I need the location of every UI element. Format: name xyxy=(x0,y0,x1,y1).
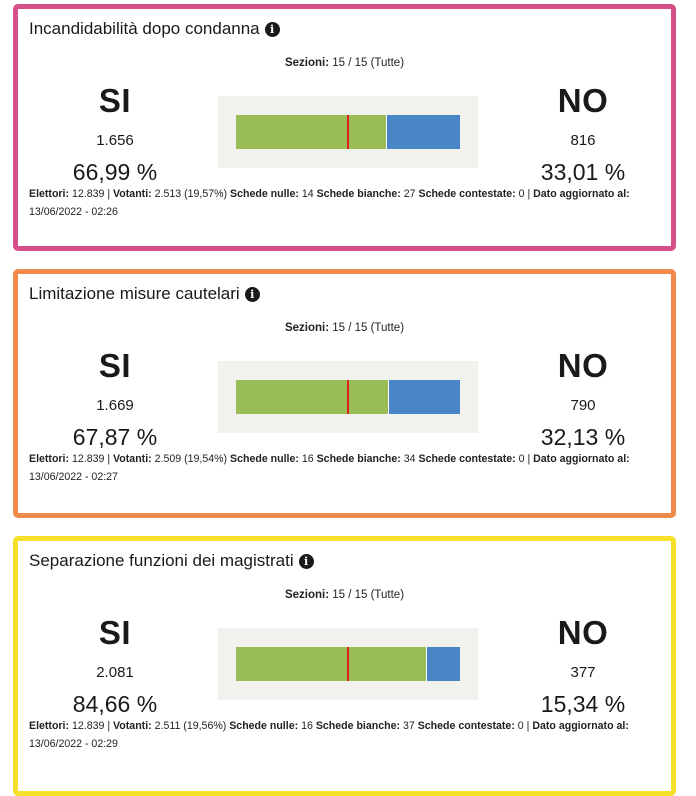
schede-contestate-value: 0 xyxy=(518,453,525,465)
votanti-value: 2.513 (19,57%) xyxy=(154,188,228,200)
majority-midline xyxy=(347,115,349,149)
si-percentage: 84,66 % xyxy=(72,691,158,717)
no-label: NO xyxy=(557,347,609,384)
si-percentage: 67,87 % xyxy=(72,424,158,450)
referendum-card-incandidabilita: Incandidabilità dopo condanna i Sezioni:… xyxy=(13,4,676,251)
votanti-value: 2.509 (19,54%) xyxy=(154,453,228,465)
dato-aggiornato-label: Dato aggiornato al: xyxy=(532,720,629,732)
card-title-text: Incandidabilità dopo condanna xyxy=(29,19,260,38)
sezioni-label: Sezioni: xyxy=(284,589,330,601)
info-icon[interactable]: i xyxy=(264,21,280,37)
result-bar-panel xyxy=(218,628,478,700)
si-result: SI 1.669 67,87 % xyxy=(40,347,190,451)
sezioni-info: Sezioni: 15 / 15 (Tutte) xyxy=(18,589,671,601)
si-bar-segment xyxy=(236,380,389,414)
vote-statistics: Elettori: 12.839 | Votanti: 2.513 (19,57… xyxy=(29,188,630,218)
sezioni-info: Sezioni: 15 / 15 (Tutte) xyxy=(18,322,671,334)
info-icon[interactable]: i xyxy=(298,553,314,569)
card-title-text: Limitazione misure cautelari xyxy=(29,284,240,303)
card-title-text: Separazione funzioni dei magistrati xyxy=(29,551,294,570)
no-percentage: 32,13 % xyxy=(540,424,626,450)
sezioni-label: Sezioni: xyxy=(284,57,330,69)
sezioni-value: 15 / 15 (Tutte) xyxy=(332,589,405,601)
votanti-value: 2.511 (19,56%) xyxy=(154,720,227,732)
si-percentage: 66,99 % xyxy=(72,159,158,185)
schede-bianche-label: Schede bianche: xyxy=(315,720,400,732)
si-result: SI 1.656 66,99 % xyxy=(40,82,190,186)
elettori-value: 12.839 xyxy=(71,453,105,465)
schede-bianche-value: 34 xyxy=(403,453,416,465)
result-bar xyxy=(236,380,460,414)
dato-aggiornato-value: 13/06/2022 - 02:27 xyxy=(29,471,118,483)
no-label: NO xyxy=(557,82,609,119)
no-count: 816 xyxy=(570,132,596,149)
result-bar xyxy=(236,115,460,149)
sezioni-label: Sezioni: xyxy=(284,322,330,334)
vote-statistics: Elettori: 12.839 | Votanti: 2.511 (19,56… xyxy=(29,720,629,750)
no-bar-segment xyxy=(425,647,460,681)
no-label: NO xyxy=(557,614,609,651)
schede-nulle-value: 14 xyxy=(301,188,314,200)
dato-aggiornato-label: Dato aggiornato al: xyxy=(533,188,630,200)
card-title: Separazione funzioni dei magistrati i xyxy=(29,551,314,571)
schede-contestate-value: 0 xyxy=(517,720,524,732)
si-bar-segment xyxy=(236,115,387,149)
si-label: SI xyxy=(98,82,132,119)
schede-nulle-value: 16 xyxy=(301,720,313,732)
schede-contestate-label: Schede contestate: xyxy=(418,453,516,465)
schede-nulle-label: Schede nulle: xyxy=(229,720,299,732)
elettori-label: Elettori: xyxy=(29,453,70,465)
elettori-value: 12.839 xyxy=(71,188,105,200)
votanti-label: Votanti: xyxy=(113,453,152,465)
si-count: 1.656 xyxy=(96,132,134,149)
schede-contestate-label: Schede contestate: xyxy=(418,188,516,200)
schede-nulle-value: 16 xyxy=(301,453,314,465)
schede-contestate-value: 0 xyxy=(518,188,525,200)
votanti-label: Votanti: xyxy=(113,188,152,200)
no-count: 790 xyxy=(570,397,596,414)
referendum-card-misure-cautelari: Limitazione misure cautelari i Sezioni: … xyxy=(13,269,676,518)
sezioni-value: 15 / 15 (Tutte) xyxy=(332,322,405,334)
no-count: 377 xyxy=(570,664,596,681)
no-result: NO 816 33,01 % xyxy=(508,82,658,186)
info-icon[interactable]: i xyxy=(244,286,260,302)
card-title: Incandidabilità dopo condanna i xyxy=(29,19,280,39)
no-percentage: 33,01 % xyxy=(540,159,626,185)
si-label: SI xyxy=(98,347,132,384)
dato-aggiornato-label: Dato aggiornato al: xyxy=(533,453,630,465)
no-bar-segment xyxy=(386,115,460,149)
schede-bianche-label: Schede bianche: xyxy=(316,188,401,200)
elettori-label: Elettori: xyxy=(29,720,70,732)
majority-midline xyxy=(347,647,349,681)
si-result: SI 2.081 84,66 % xyxy=(40,614,190,718)
schede-bianche-value: 27 xyxy=(403,188,416,200)
no-percentage: 15,34 % xyxy=(540,691,626,717)
result-bar-panel xyxy=(218,361,478,433)
schede-contestate-label: Schede contestate: xyxy=(417,720,515,732)
referendum-card-separazione-funzioni: Separazione funzioni dei magistrati i Se… xyxy=(13,536,676,796)
majority-midline xyxy=(347,380,349,414)
dato-aggiornato-value: 13/06/2022 - 02:26 xyxy=(29,206,118,218)
card-title: Limitazione misure cautelari i xyxy=(29,284,260,304)
dato-aggiornato-value: 13/06/2022 - 02:29 xyxy=(29,738,118,750)
vote-statistics: Elettori: 12.839 | Votanti: 2.509 (19,54… xyxy=(29,453,630,483)
sezioni-info: Sezioni: 15 / 15 (Tutte) xyxy=(18,57,671,69)
si-bar-segment xyxy=(236,647,426,681)
result-bar-panel xyxy=(218,96,478,168)
sezioni-value: 15 / 15 (Tutte) xyxy=(332,57,405,69)
si-label: SI xyxy=(98,614,132,651)
votanti-label: Votanti: xyxy=(113,720,152,732)
elettori-label: Elettori: xyxy=(29,188,70,200)
si-count: 1.669 xyxy=(96,397,134,414)
no-result: NO 790 32,13 % xyxy=(508,347,658,451)
schede-nulle-label: Schede nulle: xyxy=(230,453,299,465)
no-bar-segment xyxy=(388,380,460,414)
no-result: NO 377 15,34 % xyxy=(508,614,658,718)
schede-bianche-value: 37 xyxy=(402,720,415,732)
schede-nulle-label: Schede nulle: xyxy=(230,188,299,200)
result-bar xyxy=(236,647,460,681)
schede-bianche-label: Schede bianche: xyxy=(316,453,401,465)
si-count: 2.081 xyxy=(96,664,134,681)
elettori-value: 12.839 xyxy=(71,720,105,732)
